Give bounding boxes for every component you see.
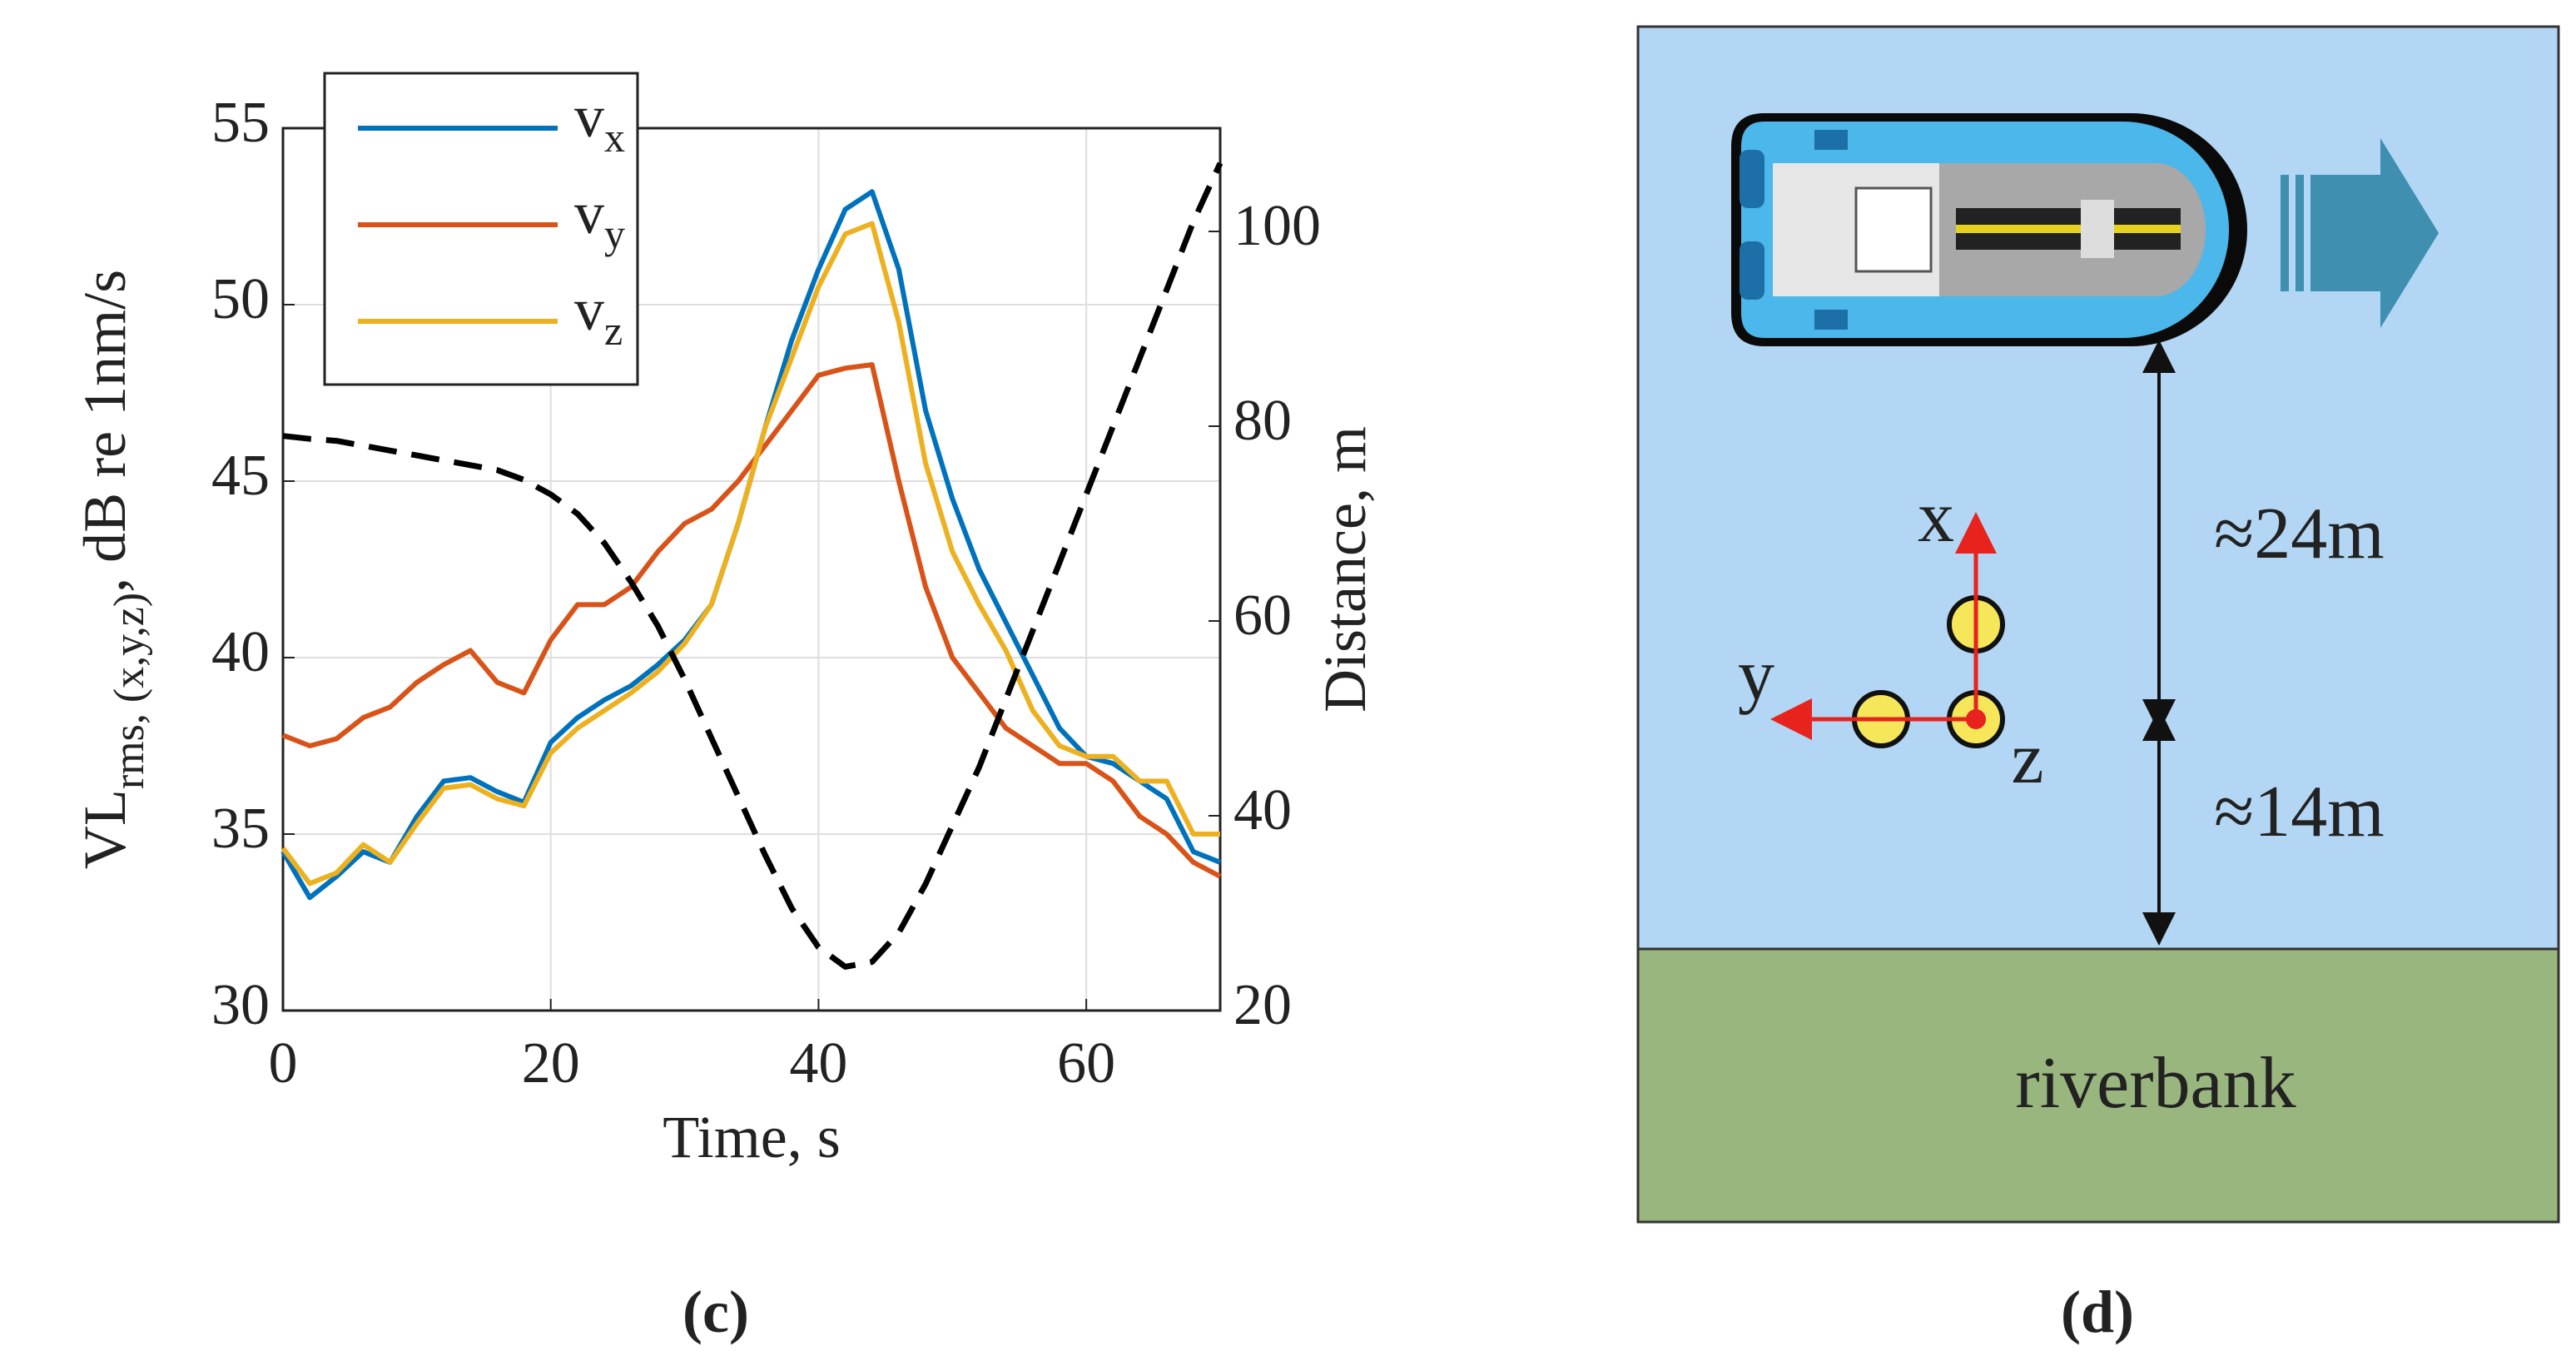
axis-name: z (2011, 718, 2043, 799)
y-tick-label: 40 (211, 620, 270, 684)
y2-tick-label: 80 (1233, 389, 1292, 453)
y-axis-label-part: , dB re 1nm/s (72, 270, 138, 593)
direction-arrow (2281, 138, 2439, 328)
y2-tick-label: 40 (1233, 778, 1292, 842)
caption: (c) (682, 1279, 749, 1345)
x-tick-label: 20 (522, 1031, 580, 1095)
boat (1731, 113, 2247, 346)
legend-label: vz (574, 276, 623, 354)
legend-label: vx (574, 83, 625, 161)
x-tick-label: 60 (1057, 1031, 1115, 1095)
y-tick-label: 50 (211, 267, 270, 331)
y-tick-label: 55 (211, 91, 270, 155)
bank-label: riverbank (2015, 1043, 2296, 1124)
series-line (280, 221, 1220, 887)
y-tick-label: 45 (211, 444, 270, 508)
y2-tick-label: 100 (1233, 194, 1321, 258)
y2-axis-label: Distance, m (1312, 426, 1378, 713)
distance-label: ≈14m (2214, 772, 2385, 852)
axis-name: y (1738, 635, 1774, 716)
axes-frame (281, 127, 1222, 1012)
y2-tick-label: 60 (1233, 584, 1292, 648)
x-tick-label: 40 (789, 1031, 847, 1095)
caption: (d) (2061, 1279, 2134, 1345)
y-axis-label: VLrms, (x,y,z), dB re 1nm/s (72, 270, 153, 869)
chart: 30 35 40 45 50 55 0 20 40 60 20 40 60 80 100 vx vy vz Time… (72, 72, 1378, 1170)
y-axis-label-part: rms, (x,y,z) (106, 593, 153, 789)
distance-label: ≈24m (2214, 494, 2385, 574)
series-line (281, 362, 1222, 879)
bank (1636, 947, 2560, 1224)
x-axis-label: Time, s (663, 1104, 840, 1170)
diagram: ≈24m ≈14m x y z riverbank (1636, 25, 2560, 1224)
legend-label: vy (574, 180, 625, 257)
y-tick-label: 35 (211, 797, 270, 861)
legend-box (323, 72, 639, 386)
axis-name: x (1918, 477, 1954, 558)
y2-tick-label: 20 (1233, 973, 1292, 1037)
x-tick-label: 0 (269, 1031, 298, 1095)
series-line (282, 161, 1223, 970)
y-tick-label: 30 (211, 973, 270, 1037)
y-axis-label-part: VL (72, 789, 138, 869)
